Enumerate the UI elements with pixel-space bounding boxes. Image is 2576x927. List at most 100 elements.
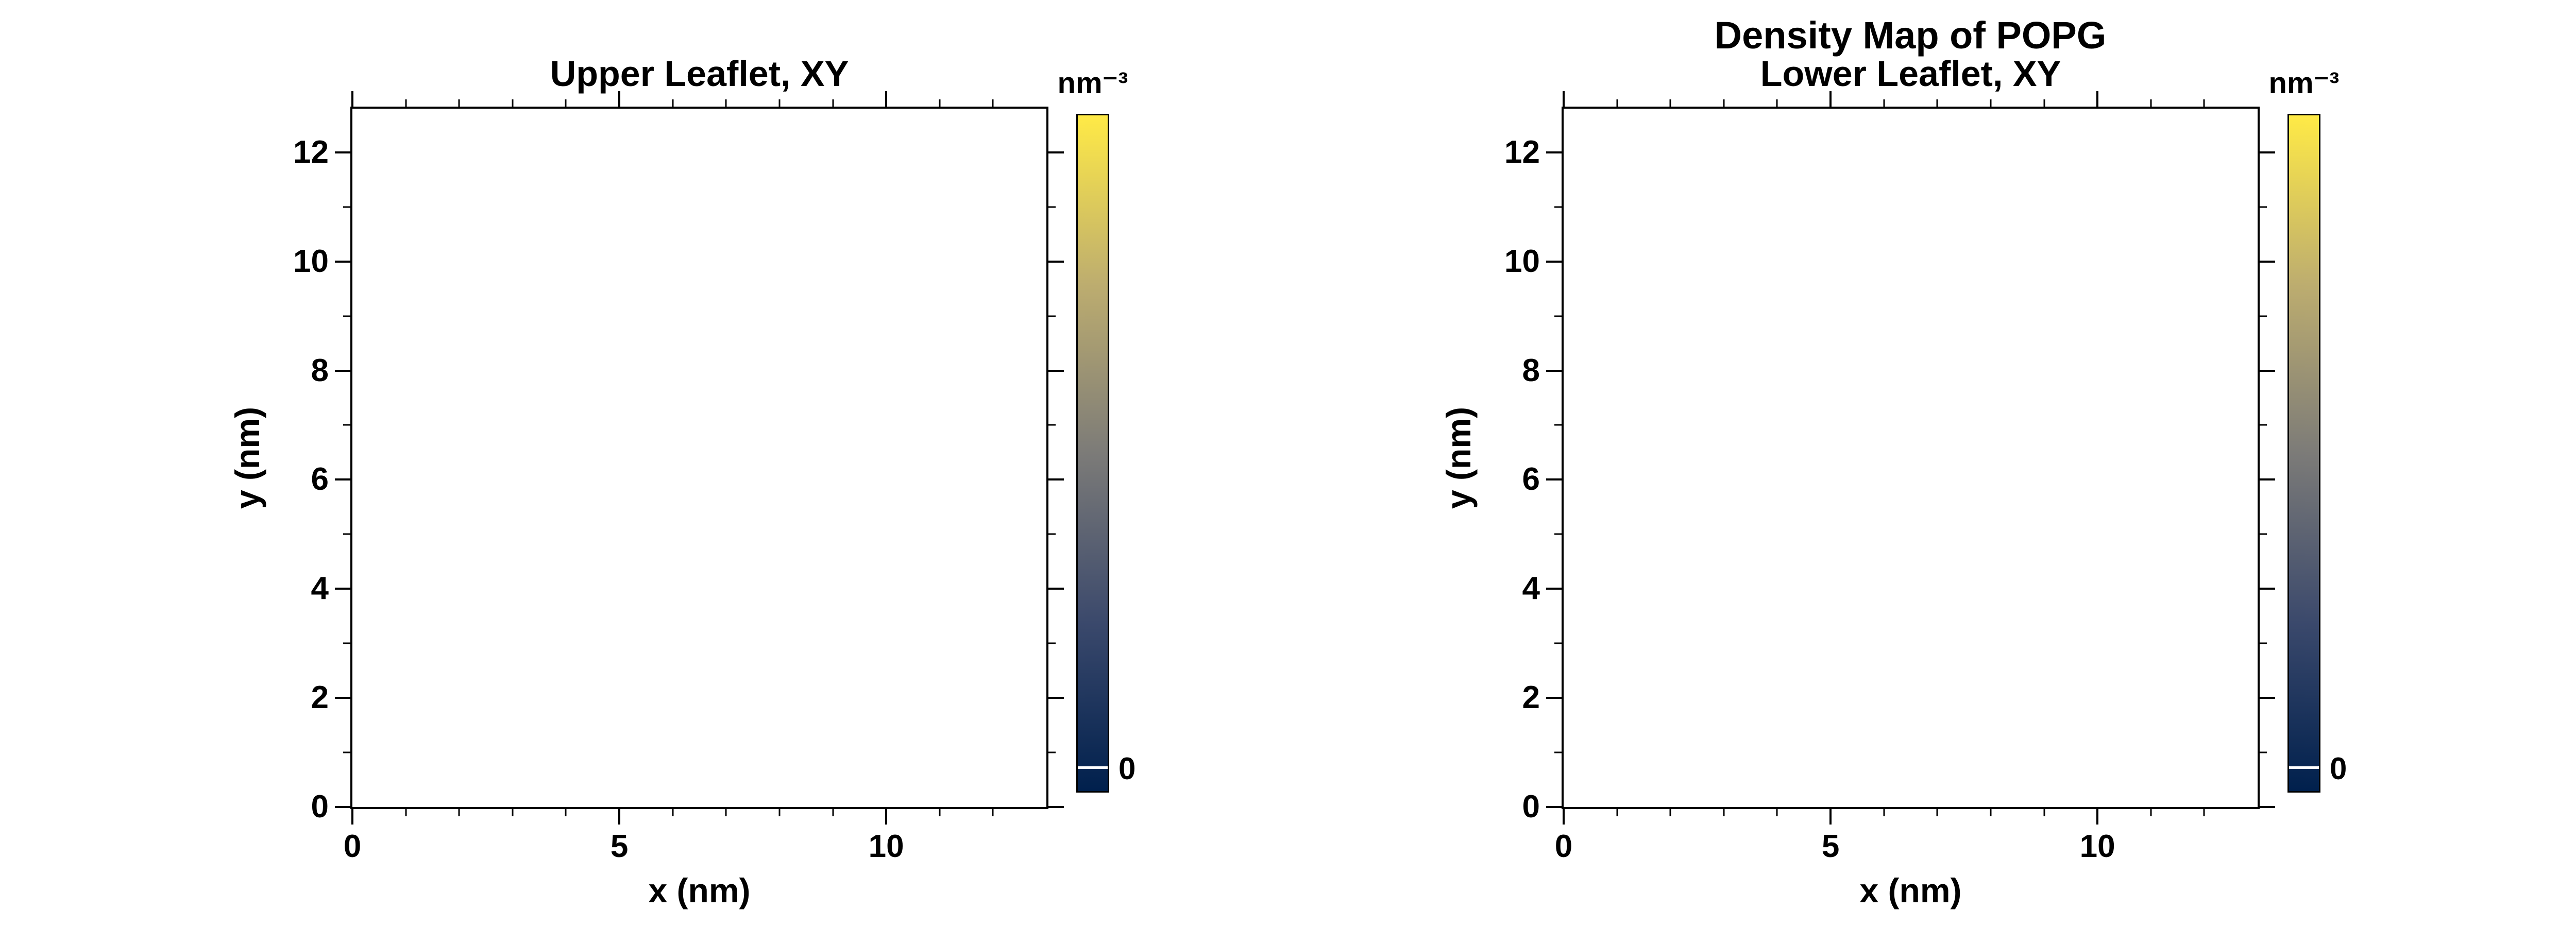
y-minor-tick [2258,315,2267,317]
x-minor-tick [1616,99,1618,109]
x-minor-tick [672,99,674,109]
y-minor-tick [1554,751,1564,753]
y-major-tick [335,697,352,699]
x-minor-tick [2043,99,2045,109]
y-minor-tick [343,206,352,208]
y-major-tick [1546,588,1564,590]
x-minor-tick [832,807,834,816]
x-major-tick [1563,807,1565,825]
y-minor-tick [1554,315,1564,317]
x-minor-tick [458,99,460,109]
x-minor-tick [1669,807,1671,816]
figure-suptitle: Density Map of POPG [1714,14,2107,57]
x-minor-tick [672,807,674,816]
y-tick-label: 8 [311,352,329,388]
x-minor-tick [512,99,514,109]
x-minor-tick [1990,99,1992,109]
y-major-tick [2258,369,2275,372]
x-minor-tick [778,99,781,109]
x-minor-tick [2043,807,2045,816]
y-major-tick [2258,697,2275,699]
y-major-tick [1546,697,1564,699]
y-tick-label: 0 [1522,789,1540,825]
y-minor-tick [2258,751,2267,753]
x-minor-tick [1723,807,1725,816]
colorbar-gradient [1076,114,1109,793]
y-tick-label: 6 [311,461,329,497]
x-minor-tick [725,99,727,109]
y-major-tick [1546,806,1564,808]
x-minor-tick [992,99,994,109]
x-major-tick [885,91,888,109]
x-minor-tick [1616,807,1618,816]
y-minor-tick [343,424,352,426]
colorbar-unit-label: nm⁻³ [2268,66,2340,100]
x-minor-tick [458,807,460,816]
y-major-tick [2258,588,2275,590]
plot-title: Upper Leaflet, XY [550,54,849,94]
x-major-tick [351,807,353,825]
y-major-tick [335,151,352,153]
y-major-tick [335,369,352,372]
x-tick-label: 5 [1821,829,1840,864]
panel-upper-leaflet: Upper Leaflet, XY 0 5 10 0 2 4 6 8 10 12 x (nm) y… [228,54,1136,909]
x-minor-tick [565,99,567,109]
y-major-tick [1046,260,1064,263]
x-minor-tick [2150,99,2152,109]
y-axis-label: y (nm) [228,407,266,509]
x-minor-tick [1723,99,1725,109]
y-major-tick [1046,478,1064,481]
x-major-tick [1563,91,1565,109]
x-minor-tick [725,807,727,816]
y-minor-tick [1554,642,1564,644]
y-tick-label: 2 [1522,680,1540,716]
y-tick-label: 10 [293,243,329,279]
y-minor-tick [1046,751,1056,753]
x-minor-tick [2203,99,2205,109]
y-major-tick [2258,478,2275,481]
y-minor-tick [1046,533,1056,535]
y-minor-tick [2258,642,2267,644]
y-major-tick [1046,697,1064,699]
plot-title: Lower Leaflet, XY [1760,54,2061,94]
y-major-tick [1546,260,1564,263]
y-major-tick [335,260,352,263]
y-tick-label: 6 [1522,461,1540,497]
y-minor-tick [1046,642,1056,644]
x-axis-label: x (nm) [648,871,751,909]
y-minor-tick [1046,315,1056,317]
y-tick-label: 12 [1504,134,1540,170]
y-minor-tick [1554,206,1564,208]
x-major-tick [618,91,621,109]
y-major-tick [2258,260,2275,263]
panel-lower-leaflet: Lower Leaflet, XY 0 5 10 0 2 4 6 8 10 12 x (nm) y… [1439,54,2347,909]
x-minor-tick [1936,807,1938,816]
x-minor-tick [992,807,994,816]
x-minor-tick [565,807,567,816]
y-major-tick [1546,478,1564,481]
y-minor-tick [1046,424,1056,426]
colorbar: 0 nm⁻³ [1058,66,1136,793]
x-major-tick [885,807,888,825]
y-minor-tick [1554,533,1564,535]
x-major-tick [1829,91,1832,109]
x-tick-label: 5 [610,829,629,864]
x-minor-tick [939,807,941,816]
colorbar-zero-label: 0 [2330,751,2347,786]
y-minor-tick [1046,206,1056,208]
y-major-tick [2258,806,2275,808]
y-minor-tick [343,642,352,644]
x-minor-tick [939,99,941,109]
x-minor-tick [1883,807,1885,816]
x-major-tick [2096,807,2099,825]
y-axis-label: y (nm) [1439,407,1478,509]
y-major-tick [1046,588,1064,590]
y-minor-tick [343,533,352,535]
y-tick-label: 0 [311,789,329,825]
x-major-tick [351,91,353,109]
y-major-tick [335,588,352,590]
x-major-tick [1829,807,1832,825]
y-major-tick [1046,151,1064,153]
colorbar: 0 nm⁻³ [2269,66,2347,793]
x-minor-tick [832,99,834,109]
